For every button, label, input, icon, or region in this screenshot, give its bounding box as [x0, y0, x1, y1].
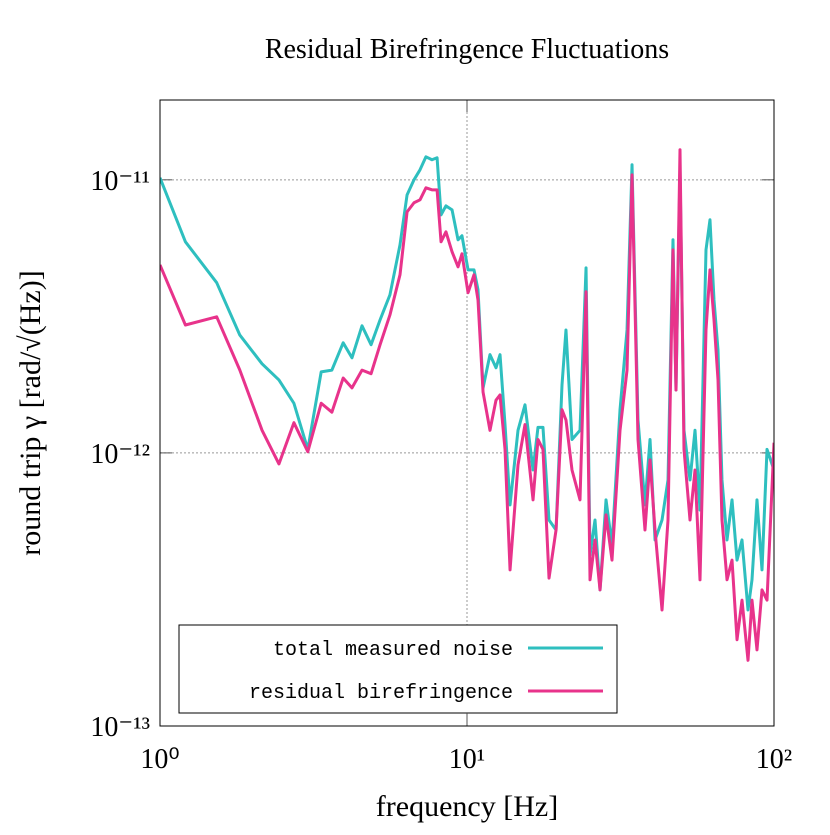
x-tick-label: 10² [756, 744, 792, 775]
chart-title: Residual Birefringence Fluctuations [265, 34, 669, 65]
data-line [160, 148, 774, 662]
y-tick-label: 10⁻¹³ [90, 712, 150, 743]
y-tick-label: 10⁻¹² [90, 439, 150, 470]
y-axis-label: round trip γ [rad/√(Hz)] [14, 270, 47, 555]
data-line [160, 155, 774, 612]
y-tick-label: 10⁻¹¹ [90, 166, 150, 197]
legend-box [178, 624, 618, 714]
x-tick-label: 10⁰ [140, 744, 179, 775]
legend-label: residual birefringence [249, 682, 513, 705]
plot-frame [159, 99, 775, 727]
legend-label: total measured noise [273, 639, 513, 662]
x-tick-label: 10¹ [449, 744, 485, 775]
x-axis-label: frequency [Hz] [376, 790, 558, 823]
